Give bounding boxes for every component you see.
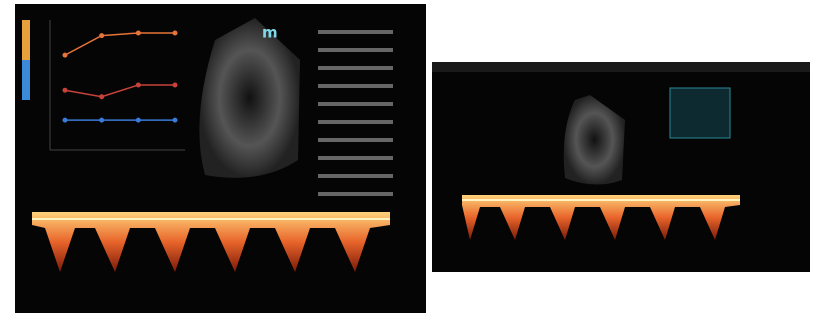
trend-point <box>99 118 104 123</box>
trend-point <box>173 118 178 123</box>
trend-point <box>136 31 141 36</box>
trend-point <box>99 94 104 99</box>
measurement-box <box>670 88 730 138</box>
color-bar <box>22 60 30 100</box>
trend-point <box>136 83 141 88</box>
trend-point <box>173 31 178 36</box>
trend-point <box>63 88 68 93</box>
trend-point <box>63 118 68 123</box>
trend-point <box>136 118 141 123</box>
header-bar <box>432 62 810 72</box>
trend-point <box>173 83 178 88</box>
screenshot: m <box>0 0 814 313</box>
trend-point <box>63 53 68 58</box>
view-label: m <box>262 24 278 42</box>
trend-point <box>99 33 104 38</box>
